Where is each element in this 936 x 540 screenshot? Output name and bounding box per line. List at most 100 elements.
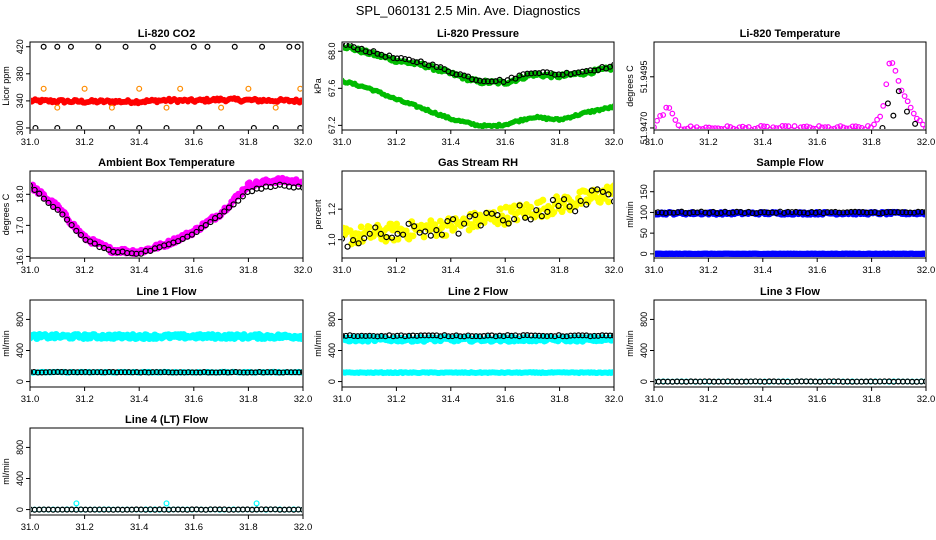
data-point bbox=[50, 203, 57, 211]
data-point bbox=[244, 369, 251, 376]
x-tick-label: 31.6 bbox=[496, 137, 515, 148]
data-point bbox=[583, 67, 590, 74]
x-tick-label: 31.2 bbox=[75, 265, 94, 276]
y-tick-label: 800 bbox=[15, 312, 25, 327]
panel-title: Sample Flow bbox=[756, 157, 824, 169]
data-point bbox=[394, 55, 401, 62]
data-point bbox=[231, 43, 238, 50]
data-point bbox=[121, 369, 128, 376]
y-tick-label: 51.9495 bbox=[639, 61, 649, 94]
data-point bbox=[484, 332, 491, 339]
data-point bbox=[922, 251, 925, 257]
data-point bbox=[611, 332, 613, 339]
data-point bbox=[299, 184, 302, 191]
data-point bbox=[382, 333, 389, 340]
data-point bbox=[587, 333, 594, 340]
x-tick-label: 31.4 bbox=[442, 265, 461, 276]
data-point bbox=[122, 43, 129, 50]
x-tick-label: 31.0 bbox=[645, 137, 664, 148]
plot-frame bbox=[29, 427, 304, 516]
data-point bbox=[76, 124, 83, 129]
data-point bbox=[605, 191, 612, 198]
x-tick-label: 32.0 bbox=[294, 394, 313, 405]
data-point bbox=[698, 208, 705, 215]
data-point bbox=[758, 123, 764, 129]
y-tick-label: 17.0 bbox=[15, 217, 25, 235]
x-tick-label: 31.0 bbox=[21, 522, 40, 533]
data-point bbox=[370, 332, 377, 339]
data-point bbox=[174, 238, 182, 245]
data-point bbox=[81, 85, 88, 92]
data-point bbox=[366, 230, 373, 237]
data-point bbox=[216, 369, 223, 376]
x-tick-label: 31.4 bbox=[754, 265, 773, 276]
data-layer bbox=[31, 330, 302, 376]
data-point bbox=[794, 126, 801, 129]
data-point bbox=[528, 70, 535, 77]
data-point bbox=[718, 125, 725, 129]
x-tick-label: 31.6 bbox=[185, 522, 204, 533]
y-tick-label: 800 bbox=[327, 312, 337, 327]
data-point bbox=[36, 190, 43, 197]
data-point bbox=[788, 127, 795, 129]
data-point bbox=[145, 369, 152, 376]
data-point bbox=[355, 240, 362, 247]
data-point bbox=[555, 202, 562, 209]
data-point bbox=[577, 197, 584, 205]
data-point bbox=[492, 333, 499, 340]
data-layer bbox=[31, 43, 302, 129]
data-point bbox=[476, 77, 483, 84]
data-point bbox=[50, 369, 57, 376]
y-tick-label: 1.2 bbox=[327, 203, 337, 216]
data-point bbox=[709, 125, 715, 129]
x-tick-label: 31.2 bbox=[387, 137, 406, 148]
data-point bbox=[163, 124, 170, 129]
data-point bbox=[66, 369, 73, 376]
x-tick-label: 31.6 bbox=[496, 265, 515, 276]
data-point bbox=[95, 43, 102, 50]
y-tick-label: 400 bbox=[327, 343, 337, 358]
data-point bbox=[563, 333, 570, 340]
data-point bbox=[706, 124, 712, 129]
data-point bbox=[610, 182, 613, 189]
data-point bbox=[800, 123, 807, 129]
data-point bbox=[770, 124, 777, 129]
data-point bbox=[663, 104, 670, 111]
x-tick-label: 31.2 bbox=[75, 394, 94, 405]
data-point bbox=[31, 368, 37, 375]
data-point bbox=[421, 332, 428, 339]
data-point bbox=[520, 332, 527, 339]
panel-title: Gas Stream RH bbox=[438, 157, 518, 169]
x-tick-label: 31.6 bbox=[808, 394, 827, 405]
data-point bbox=[852, 123, 859, 129]
panel-ambient: Ambient Box Temperature 31.0 31.2 31.4 31.6 3… bbox=[1, 157, 312, 276]
data-point bbox=[193, 369, 200, 376]
data-point bbox=[354, 333, 361, 340]
data-point bbox=[54, 124, 61, 129]
data-point bbox=[377, 230, 384, 237]
x-tick-label: 31.6 bbox=[185, 137, 204, 148]
data-point bbox=[106, 369, 113, 376]
data-point bbox=[225, 204, 233, 211]
data-point bbox=[822, 124, 829, 129]
data-point bbox=[540, 69, 547, 76]
series-sample_zero bbox=[655, 250, 925, 257]
data-point bbox=[660, 112, 667, 118]
data-point bbox=[292, 369, 299, 376]
data-point bbox=[63, 216, 71, 223]
data-point bbox=[54, 369, 61, 376]
data-point bbox=[476, 333, 483, 340]
data-point bbox=[907, 209, 914, 216]
data-point bbox=[433, 64, 440, 71]
x-tick-label: 31.6 bbox=[808, 265, 827, 276]
data-point bbox=[675, 122, 682, 129]
series-line4_diag bbox=[31, 506, 302, 513]
data-layer bbox=[31, 500, 302, 513]
y-tick-label: 0 bbox=[639, 379, 649, 384]
data-point bbox=[855, 209, 862, 216]
data-point bbox=[276, 369, 283, 376]
data-point bbox=[861, 126, 868, 129]
data-point bbox=[879, 124, 886, 129]
data-point bbox=[662, 210, 669, 217]
x-tick-label: 32.0 bbox=[605, 394, 624, 405]
